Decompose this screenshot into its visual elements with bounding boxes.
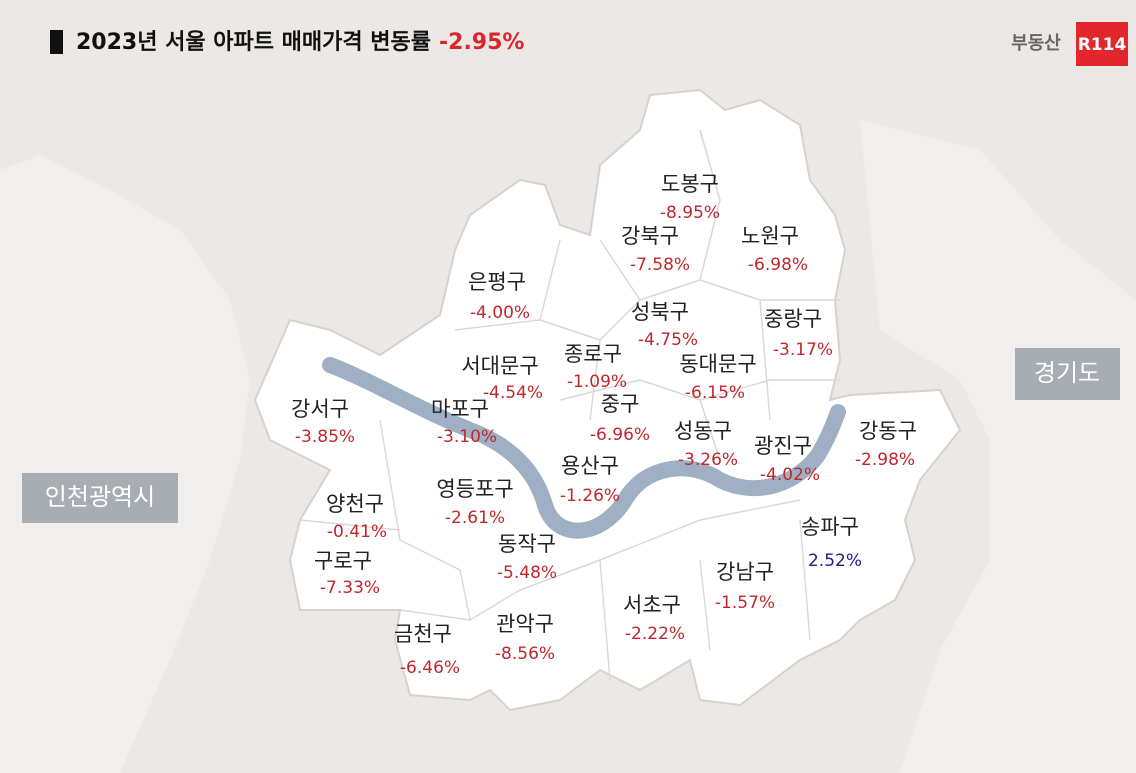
district-change: -3.26% [678,450,738,470]
han-river [322,357,846,539]
district-change: -4.75% [638,330,698,350]
district-change: -1.26% [560,486,620,506]
district-name: 서초구 [623,593,681,617]
land-right [860,120,1136,773]
district-name: 영등포구 [436,477,513,501]
district-change: -4.00% [470,303,530,323]
district-name: 강남구 [716,560,774,584]
district-name: 구로구 [314,549,372,573]
district-name: 동대문구 [679,352,756,376]
district-name: 강서구 [291,397,349,421]
district-change: -2.98% [855,450,915,470]
district-name: 중구 [601,392,640,416]
district-change: 2.52% [808,551,862,571]
district-name: 서대문구 [461,354,538,378]
district-change: -1.57% [715,593,775,613]
district-change: -8.56% [495,644,555,664]
district-change: -6.98% [748,255,808,275]
district-name: 금천구 [394,622,452,646]
district-name: 광진구 [754,434,812,458]
district-change: -3.17% [773,340,833,360]
district-name: 종로구 [564,342,622,366]
district-name: 용산구 [561,454,619,478]
district-name: 동작구 [498,532,556,556]
district-name: 강북구 [621,224,679,248]
district-change: -0.41% [327,522,387,542]
district-change: -7.58% [630,255,690,275]
land-left [0,155,250,773]
district-change: -2.22% [625,624,685,644]
district-change: -6.96% [590,425,650,445]
region-box [22,473,178,523]
title: 2023년 서울 아파트 매매가격 변동률 -2.95% [76,30,524,55]
title-text: 2023년 서울 아파트 매매가격 변동률 [76,30,431,55]
district-name: 노원구 [741,224,799,248]
district-change: -1.09% [567,372,627,392]
district-borders [299,129,840,681]
district-name: 마포구 [431,397,489,421]
district-name: 성북구 [631,300,689,324]
brand-badge: R114 [1078,35,1127,55]
district-change: -4.54% [483,383,543,403]
district-name: 송파구 [801,515,859,539]
region-box [1015,348,1120,400]
district-name: 양천구 [326,492,384,516]
district-name: 성동구 [674,419,732,443]
region-label: 인천광역시 [45,483,155,511]
district-name: 관악구 [496,612,554,636]
district-name: 강동구 [859,419,917,443]
district-name: 도봉구 [661,172,719,196]
district-change: -3.85% [295,427,355,447]
district-change: -8.95% [660,203,720,223]
district-name: 중랑구 [764,307,822,331]
region-label: 경기도 [1034,359,1100,387]
district-change: -6.46% [400,658,460,678]
brand: 부동산 [1011,33,1061,54]
title-marker [50,30,63,54]
district-change: -4.02% [760,465,820,485]
district-change: -2.61% [445,508,505,528]
district-name: 은평구 [468,270,526,294]
district-change: -3.10% [437,427,497,447]
district-change: -7.33% [320,578,380,598]
title-total: -2.95% [439,30,524,55]
brand-badge-box [1076,22,1128,66]
district-labels: 도봉구 -8.95%강북구 -7.58% 노원구 -6.98% 은평구 -4.00% 성북구 -… [291,172,917,678]
district-change: -6.15% [685,383,745,403]
district-change: -5.48% [497,563,557,583]
